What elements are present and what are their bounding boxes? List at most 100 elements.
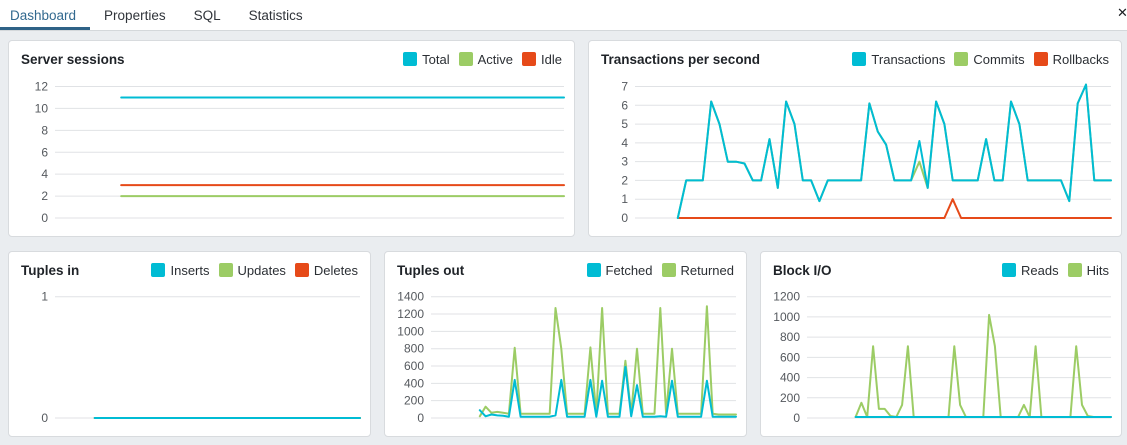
line-chart: 0 200 400 600 800 1000 1200 <box>761 283 1121 434</box>
svg-text:12: 12 <box>35 80 49 94</box>
chart-legend: Inserts Updates Deletes <box>151 263 358 278</box>
legend-swatch <box>522 52 537 66</box>
line-chart: 0 2 4 6 8 10 12 <box>9 72 574 234</box>
legend-label: Idle <box>541 51 562 67</box>
svg-text:800: 800 <box>404 342 424 356</box>
panel-title: Tuples in <box>21 262 80 278</box>
legend-swatch <box>661 263 676 277</box>
legend-item-hits: Hits <box>1067 262 1109 278</box>
legend-label: Total <box>422 51 450 67</box>
legend-swatch <box>218 263 233 277</box>
svg-text:3: 3 <box>621 155 628 169</box>
panel-title: Transactions per second <box>601 51 761 67</box>
legend-item-returned: Returned <box>661 262 734 278</box>
legend-swatch <box>586 263 601 277</box>
legend-label: Inserts <box>170 262 210 278</box>
chart-legend: Reads Hits <box>1002 263 1109 278</box>
legend-item-fetched: Fetched <box>586 262 653 278</box>
svg-text:4: 4 <box>41 167 48 181</box>
legend-swatch <box>852 52 867 66</box>
svg-text:200: 200 <box>780 391 800 405</box>
legend-label: Updates <box>237 262 286 278</box>
chart-svg: 0 1 2 3 4 5 6 7 <box>621 80 1112 225</box>
svg-text:5: 5 <box>621 117 628 131</box>
panel-title: Server sessions <box>21 51 125 67</box>
legend-item-total: Total <box>403 51 450 67</box>
panel-header: Tuples in Inserts Updates Deletes <box>9 252 370 283</box>
svg-text:1200: 1200 <box>397 307 424 321</box>
legend-label: Transactions <box>871 51 946 67</box>
svg-text:600: 600 <box>404 359 424 373</box>
svg-text:400: 400 <box>780 371 800 385</box>
line-chart: 0 200 400 600 800 1000 1200 1400 <box>385 283 746 434</box>
chart-svg: 0 2 4 6 8 10 12 <box>35 80 565 225</box>
svg-text:2: 2 <box>621 173 628 187</box>
svg-text:4: 4 <box>621 136 628 150</box>
legend-label: Commits <box>973 51 1025 67</box>
svg-text:1200: 1200 <box>773 290 800 304</box>
svg-text:0: 0 <box>41 411 48 425</box>
close-icon[interactable]: ✕ <box>1117 5 1127 20</box>
tab-bar: Dashboard Properties SQL Statistics <box>0 0 1127 31</box>
legend-swatch <box>954 52 969 66</box>
svg-text:200: 200 <box>404 394 424 408</box>
tab-sql[interactable]: SQL <box>193 7 221 23</box>
legend-label: Fetched <box>605 262 653 278</box>
panel-header: Server sessions Total Active Idle <box>9 41 574 72</box>
svg-text:10: 10 <box>35 101 49 115</box>
panel-header: Block I/O Reads Hits <box>761 252 1121 283</box>
panel-transactions-per-second: Transactions per second Transactions Comm… <box>588 40 1122 237</box>
legend-item-commits: Commits <box>954 51 1025 67</box>
chart-legend: Transactions Commits Rollbacks <box>852 52 1109 67</box>
legend-label: Hits <box>1086 262 1109 278</box>
svg-text:8: 8 <box>41 123 48 137</box>
tab-dashboard[interactable]: Dashboard <box>0 0 90 30</box>
line-chart: 0 1 2 3 4 5 6 7 <box>589 72 1121 234</box>
panel-title: Block I/O <box>773 262 832 278</box>
chart-svg: 01 <box>41 290 361 425</box>
legend-swatch <box>1033 52 1048 66</box>
legend-label: Deletes <box>313 262 358 278</box>
svg-text:600: 600 <box>780 350 800 364</box>
legend-item-deletes: Deletes <box>294 262 358 278</box>
svg-text:6: 6 <box>621 98 628 112</box>
legend-swatch <box>403 52 418 66</box>
svg-text:800: 800 <box>780 330 800 344</box>
legend-swatch <box>1002 263 1017 277</box>
legend-item-updates: Updates <box>218 262 286 278</box>
svg-text:1: 1 <box>621 192 628 206</box>
svg-text:0: 0 <box>793 411 800 425</box>
svg-text:0: 0 <box>621 211 628 225</box>
legend-item-idle: Idle <box>522 52 562 67</box>
legend-label: Returned <box>680 262 734 278</box>
legend-item-rollbacks: Rollbacks <box>1033 52 1109 67</box>
svg-text:1000: 1000 <box>397 324 424 338</box>
panel-header: Transactions per second Transactions Comm… <box>589 41 1121 72</box>
svg-text:6: 6 <box>41 145 48 159</box>
svg-text:1000: 1000 <box>773 310 800 324</box>
legend-item-active: Active <box>458 51 514 67</box>
legend-item-reads: Reads <box>1002 263 1059 278</box>
tab-properties[interactable]: Properties <box>104 7 166 23</box>
legend-label: Reads <box>1021 262 1059 278</box>
legend-swatch <box>458 52 473 66</box>
svg-text:7: 7 <box>621 80 628 94</box>
svg-text:0: 0 <box>417 411 424 425</box>
legend-swatch <box>294 263 309 277</box>
panel-title: Tuples out <box>397 262 465 278</box>
legend-item-inserts: Inserts <box>151 262 210 278</box>
panel-header: Tuples out Fetched Returned <box>385 252 746 283</box>
chart-legend: Total Active Idle <box>403 52 562 67</box>
tab-statistics[interactable]: Statistics <box>248 7 303 23</box>
chart-legend: Fetched Returned <box>586 262 734 278</box>
legend-swatch <box>151 263 166 277</box>
svg-text:1: 1 <box>41 290 48 304</box>
panel-server-sessions: Server sessions Total Active Idle 0 2 4 6 8 10 1… <box>8 40 575 237</box>
legend-label: Active <box>477 51 514 67</box>
chart-svg: 0 200 400 600 800 1000 1200 <box>773 290 1112 425</box>
svg-text:2: 2 <box>41 189 48 203</box>
legend-swatch <box>1067 263 1082 277</box>
panel-tuples-out: Tuples out Fetched Returned 0 200 400 600 800… <box>384 251 747 437</box>
